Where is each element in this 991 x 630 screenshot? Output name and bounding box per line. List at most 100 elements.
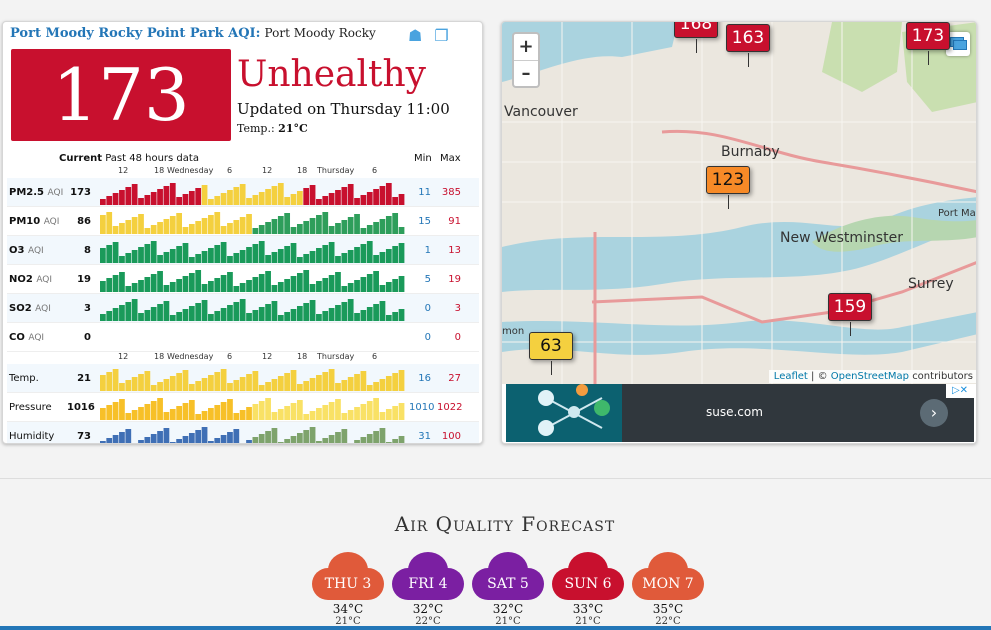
row-label[interactable]: Pressure — [9, 402, 52, 413]
sparkline-bar — [258, 225, 265, 234]
row-label[interactable]: Humidity — [9, 431, 54, 442]
max-value: 91 — [448, 216, 461, 227]
forecast-day[interactable]: THU 3 34°C 21°C — [312, 552, 384, 627]
sparkline-bar — [157, 304, 163, 321]
sparkline[interactable] — [100, 209, 405, 234]
sparkline-bar — [322, 372, 329, 391]
sparkline-bar — [284, 213, 291, 234]
sparkline-bar — [341, 286, 348, 292]
sparkline-bar — [335, 305, 341, 321]
ad-text[interactable]: suse.com — [706, 405, 763, 419]
sparkline-bar — [208, 199, 214, 205]
forecast-day[interactable]: MON 7 35°C 22°C — [632, 552, 704, 627]
share-icon[interactable]: ☗ — [408, 26, 423, 45]
row-unit: AQI — [43, 217, 60, 227]
sparkline-bar — [366, 241, 373, 263]
sparkline-bar — [296, 273, 303, 292]
leaflet-link[interactable]: Leaflet — [773, 371, 808, 382]
sparkline[interactable] — [100, 366, 405, 391]
zoom-in-button[interactable]: + — [518, 36, 534, 57]
forecast-low: 21°C — [335, 616, 361, 627]
sparkline-bar — [290, 309, 297, 321]
ad-arrow-icon[interactable]: › — [920, 399, 948, 427]
osm-link[interactable]: OpenStreetMap — [830, 371, 909, 382]
station-title[interactable]: Port Moody Rocky Point Park AQI: — [10, 26, 261, 41]
sparkline[interactable] — [100, 296, 405, 321]
aqi-marker[interactable]: 159 — [828, 293, 872, 336]
row-unit: AQI — [47, 188, 64, 198]
sparkline-bar — [119, 305, 125, 321]
sparkline-bar — [220, 275, 227, 292]
forecast-day[interactable]: SAT 5 32°C 21°C — [472, 552, 544, 627]
min-value: 5 — [424, 274, 431, 285]
cloud-icon: SAT 5 — [472, 552, 544, 600]
sparkline-bar — [106, 278, 113, 292]
table-row: O3 AQI 8 1 13 — [7, 236, 479, 265]
sparkline-bar — [132, 443, 138, 444]
sparkline-bar — [227, 305, 233, 321]
sparkline-bar — [214, 196, 221, 205]
sparkline[interactable] — [100, 424, 405, 444]
aqi-status: Unhealthy — [237, 54, 426, 95]
row-label[interactable]: PM10 AQI — [9, 216, 59, 227]
sparkline-bar — [220, 435, 227, 443]
row-label[interactable]: O3 AQI — [9, 245, 44, 256]
row-label[interactable]: SO2 AQI — [9, 303, 51, 314]
sparkline-bar — [277, 315, 284, 321]
sparkline-bar — [309, 378, 316, 391]
sparkline-bar — [392, 279, 399, 292]
sparkline-bar — [176, 312, 182, 321]
sparkline-bar — [316, 215, 322, 234]
sparkline-bar — [341, 380, 348, 391]
sparkline-bar — [163, 186, 170, 205]
layers-icon[interactable] — [946, 32, 970, 56]
forecast-day[interactable]: FRI 4 32°C 22°C — [392, 552, 464, 627]
aqi-marker[interactable]: 63 — [529, 332, 573, 375]
sparkline-bar — [195, 221, 202, 234]
sparkline-bar — [182, 403, 189, 420]
sparkline-bar — [214, 278, 221, 292]
row-label[interactable]: Temp. — [9, 373, 39, 384]
sparkline-bar — [284, 439, 291, 443]
ad-banner[interactable]: suse.com › ▷✕ — [506, 384, 974, 442]
map[interactable]: + – Vancouver Burnaby New Westminster Su… — [502, 22, 976, 384]
zoom-out-button[interactable]: – — [514, 60, 538, 86]
bottom-bar — [0, 626, 991, 630]
sparkline-bar — [214, 212, 221, 234]
sparkline-bar — [176, 197, 182, 205]
sparkline-bar — [214, 405, 221, 420]
aqi-marker[interactable]: 123 — [706, 166, 750, 209]
ad-close-icon[interactable]: ▷✕ — [946, 384, 974, 398]
aqi-marker[interactable]: 168 — [674, 22, 718, 53]
row-unit: AQI — [36, 275, 53, 285]
updated-time: Updated on Thursday 11:00 — [237, 100, 450, 118]
sparkline-bar — [100, 314, 106, 321]
sparkline-bar — [265, 431, 271, 443]
row-label[interactable]: PM2.5 AQI — [9, 187, 63, 198]
sparkline[interactable] — [100, 180, 405, 205]
sparkline-bar — [271, 186, 278, 205]
sparkline-bar — [271, 252, 278, 263]
sparkline[interactable] — [100, 238, 405, 263]
aqi-marker[interactable]: 163 — [726, 24, 770, 67]
sparkline[interactable] — [100, 325, 405, 350]
sparkline-bar — [220, 242, 227, 263]
sparkline-bar — [208, 441, 214, 443]
sparkline-bar — [379, 285, 386, 292]
row-label[interactable]: NO2 AQI — [9, 274, 52, 285]
sparkline-bar — [284, 406, 291, 420]
sparkline-bar — [182, 436, 189, 443]
table-header-current: Current Past 48 hours data — [59, 153, 199, 164]
sparkline-bar — [354, 407, 360, 420]
sparkline[interactable] — [100, 267, 405, 292]
forecast-day[interactable]: SUN 6 33°C 21°C — [552, 552, 624, 627]
sparkline-bar — [296, 433, 303, 443]
min-value: 31 — [418, 431, 431, 442]
aqi-marker[interactable]: 173 — [906, 22, 950, 65]
row-label[interactable]: CO AQI — [9, 332, 44, 343]
sparkline[interactable] — [100, 395, 405, 420]
map-card: + – Vancouver Burnaby New Westminster Su… — [501, 21, 977, 444]
sparkline-bar — [366, 307, 373, 321]
sparkline-bar — [227, 383, 233, 391]
widget-icon[interactable]: ❐ — [434, 26, 449, 45]
